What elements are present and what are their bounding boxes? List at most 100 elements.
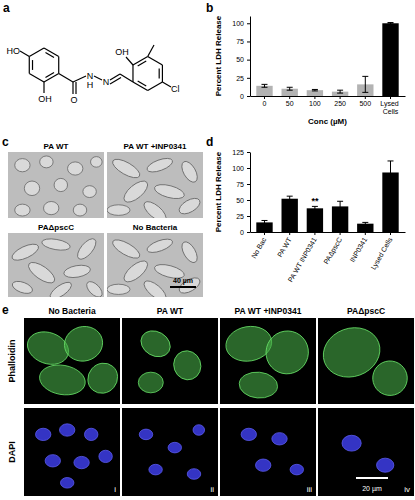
bond	[29, 74, 44, 83]
tick-label: 75	[236, 181, 244, 188]
bond	[43, 82, 44, 93]
image	[107, 233, 203, 297]
bond	[126, 57, 133, 65]
bond	[138, 81, 147, 86]
cell	[168, 442, 181, 453]
y-tick: 125	[232, 149, 250, 156]
error-cap	[312, 89, 318, 90]
cell	[84, 428, 97, 440]
x-tick: 100	[309, 96, 321, 107]
y-tick: 25	[236, 213, 250, 220]
cell	[84, 279, 104, 297]
cell	[272, 433, 287, 445]
cell	[149, 464, 162, 475]
x-axis-title: Conc (µM)	[308, 117, 347, 126]
image	[220, 408, 316, 496]
cell	[153, 182, 186, 201]
panel-numeral: i	[114, 485, 116, 494]
tick-mark	[247, 41, 250, 42]
scale-label: 20 µm	[362, 485, 382, 493]
bond	[29, 57, 30, 74]
y-tick: 100	[232, 165, 250, 172]
cell	[187, 469, 200, 480]
error-cap	[362, 222, 368, 223]
bond	[133, 57, 148, 66]
tick-label: 0	[240, 93, 244, 100]
plot-area	[256, 23, 398, 96]
panel-label: c	[2, 135, 9, 149]
error-cap	[362, 224, 368, 225]
error-line	[340, 201, 341, 211]
error-bar	[312, 89, 318, 90]
x-tick: PAΔpscC	[322, 232, 344, 266]
fluorescence-panel: No BacteriaiPA WTiiPA WT +INP0341iiiPAΔp…	[7, 306, 414, 496]
error-bar	[337, 90, 343, 93]
tick-label: No Bac	[250, 236, 268, 260]
y-axis-title: Percent LDH Release	[214, 15, 223, 96]
bond	[132, 65, 133, 82]
tick-label: 75	[236, 38, 244, 45]
image	[8, 152, 104, 218]
row-label: DAPI	[7, 441, 17, 463]
y-axis: 0 25 50 75 100 125	[232, 149, 250, 236]
bond	[159, 69, 160, 79]
tick-mark	[247, 168, 250, 169]
cell	[48, 279, 74, 297]
x-tick: Lysed Cells	[369, 232, 394, 271]
error-cap	[337, 93, 343, 94]
tick-label: 50	[236, 197, 244, 204]
image	[122, 408, 218, 496]
cell	[45, 455, 60, 467]
cell	[82, 357, 120, 399]
error-cap	[362, 92, 368, 93]
image-label: PA WT +INP0341	[124, 142, 187, 151]
error-cap	[261, 220, 267, 221]
atom-label: H	[87, 80, 94, 90]
annotation: **	[311, 196, 319, 206]
cell	[256, 459, 271, 471]
cell	[11, 279, 34, 296]
bar	[307, 208, 323, 232]
image-background	[122, 408, 218, 496]
error-line	[264, 220, 265, 224]
image	[318, 318, 414, 404]
bond	[120, 74, 133, 82]
bond	[94, 76, 102, 80]
bond	[58, 57, 59, 74]
figure: abcdeHOOHONHNOHCl0255075100050100250500L…	[0, 0, 415, 500]
y-tick: 0	[240, 229, 250, 236]
bond	[44, 74, 59, 83]
tick-mark	[247, 96, 250, 97]
x-tick: 500	[359, 96, 371, 107]
tick-mark	[365, 96, 366, 99]
tick-mark	[289, 232, 290, 235]
bond	[148, 45, 154, 57]
structure: HOOHONHNOHCl	[7, 45, 180, 105]
bond	[29, 48, 44, 57]
tick-mark	[314, 232, 315, 235]
tick-mark	[264, 96, 265, 99]
error-cap	[312, 90, 318, 91]
image	[24, 318, 120, 404]
cell	[41, 237, 71, 252]
error-line	[365, 76, 366, 92]
image	[318, 408, 414, 496]
image-label: No Bacteria	[133, 223, 178, 232]
tick-label: 0	[263, 100, 267, 107]
bond	[148, 82, 163, 91]
cell	[10, 241, 41, 264]
cell	[290, 464, 303, 475]
column-label: No Bacteria	[48, 306, 96, 316]
y-tick: 75	[236, 181, 250, 188]
panel-numeral: iii	[307, 485, 313, 494]
cell	[91, 157, 103, 168]
error-cap	[388, 22, 394, 23]
atom-label: N	[103, 77, 110, 87]
bond	[148, 57, 163, 66]
atom-label: O	[70, 95, 77, 105]
cell	[60, 424, 75, 436]
bond	[45, 53, 54, 58]
cell	[179, 239, 200, 265]
y-axis: 0255075100	[232, 17, 250, 100]
panel-label: b	[206, 1, 213, 15]
